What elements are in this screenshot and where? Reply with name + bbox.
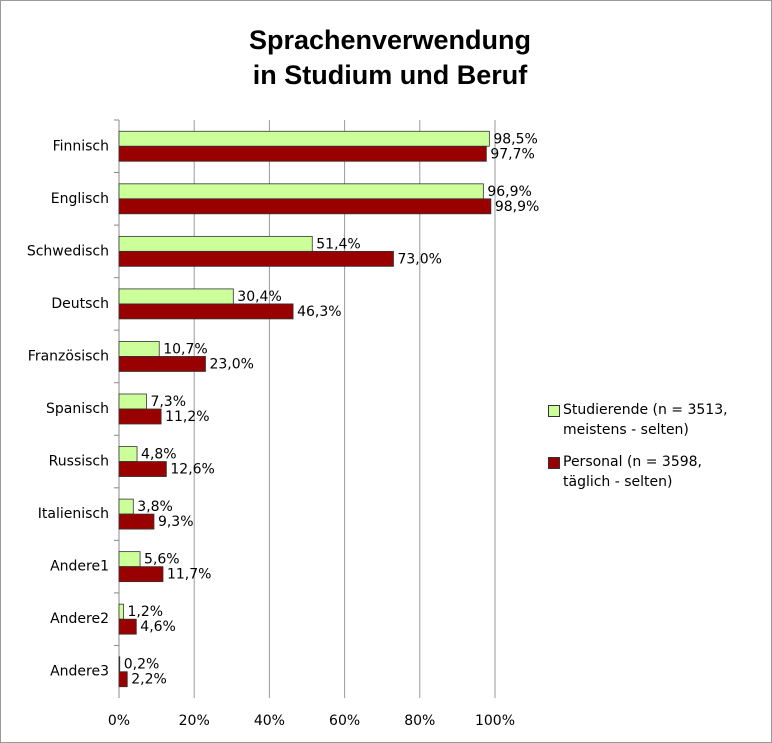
bar (118, 341, 160, 357)
bar (118, 393, 147, 410)
y-tick-label: Schwedisch (27, 243, 109, 259)
data-label: 12,6% (170, 462, 214, 478)
bar (118, 656, 121, 673)
data-label: 7,3% (150, 394, 186, 410)
bar (118, 671, 128, 688)
bar (118, 235, 313, 252)
y-tick-label: Italienisch (38, 506, 109, 522)
x-tick-label: 60% (329, 713, 360, 729)
y-tick-label: Andere1 (50, 559, 109, 575)
y-tick-label: Spanisch (46, 401, 109, 417)
data-label: 10,7% (163, 341, 207, 357)
bar (118, 130, 490, 147)
chart-title: Sprachenverwendung (249, 25, 531, 55)
x-tick-label: 20% (179, 713, 210, 729)
legend-label: Studierende (n = 3513, meistens - selten… (563, 402, 728, 438)
x-tick-label: 40% (254, 713, 285, 729)
bar (118, 303, 294, 320)
x-tick-label: 0% (108, 713, 130, 729)
y-tick-label: Andere2 (50, 611, 109, 627)
bar (118, 356, 206, 372)
y-tick-label: Finnisch (53, 138, 109, 154)
data-label: 4,6% (140, 619, 176, 635)
bar (118, 446, 138, 462)
chart-title: in Studium und Beruf (253, 60, 528, 90)
bar (118, 250, 394, 267)
data-label: 98,9% (495, 199, 539, 215)
data-label: 51,4% (316, 236, 360, 252)
bar (118, 288, 234, 305)
bar (118, 408, 162, 425)
data-label: 23,0% (209, 356, 253, 372)
y-tick-label: Französisch (28, 348, 109, 364)
y-tick-label: Englisch (51, 191, 109, 207)
data-label: 4,8% (141, 447, 177, 463)
bar (118, 183, 484, 200)
data-label: 1,2% (128, 604, 164, 620)
bar (118, 618, 137, 635)
x-tick-label: 80% (404, 713, 435, 729)
data-label: 73,0% (397, 251, 441, 267)
data-label: 98,5% (493, 131, 537, 147)
bar (118, 603, 124, 620)
bar (118, 498, 134, 515)
data-label: 96,9% (487, 184, 531, 200)
data-label: 97,7% (490, 146, 534, 162)
data-label: 3,8% (137, 499, 173, 515)
data-label: 0,2% (124, 657, 160, 673)
data-label: 30,4% (237, 289, 281, 305)
y-tick-label: Russisch (49, 454, 109, 470)
y-tick-label: Andere3 (50, 664, 109, 680)
bar (118, 145, 487, 162)
data-label: 5,6% (144, 552, 180, 568)
data-label: 46,3% (297, 304, 341, 320)
bar (118, 551, 141, 568)
bar (118, 198, 492, 215)
x-tick-label: 100% (475, 713, 515, 729)
legend-label: Personal (n = 3598, täglich - selten) (563, 454, 703, 490)
data-label: 11,2% (165, 409, 209, 425)
data-label: 2,2% (131, 672, 167, 688)
y-tick-label: Deutsch (51, 296, 109, 312)
bar (118, 566, 164, 583)
bar (118, 461, 167, 477)
legend-swatch (548, 457, 560, 469)
legend-swatch (548, 405, 560, 417)
bar (118, 513, 155, 530)
data-label: 9,3% (158, 514, 194, 530)
data-label: 11,7% (167, 567, 211, 583)
